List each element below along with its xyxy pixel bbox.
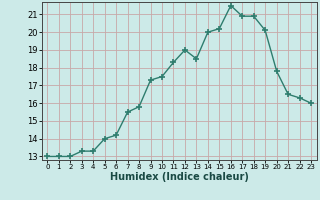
X-axis label: Humidex (Indice chaleur): Humidex (Indice chaleur) xyxy=(110,172,249,182)
